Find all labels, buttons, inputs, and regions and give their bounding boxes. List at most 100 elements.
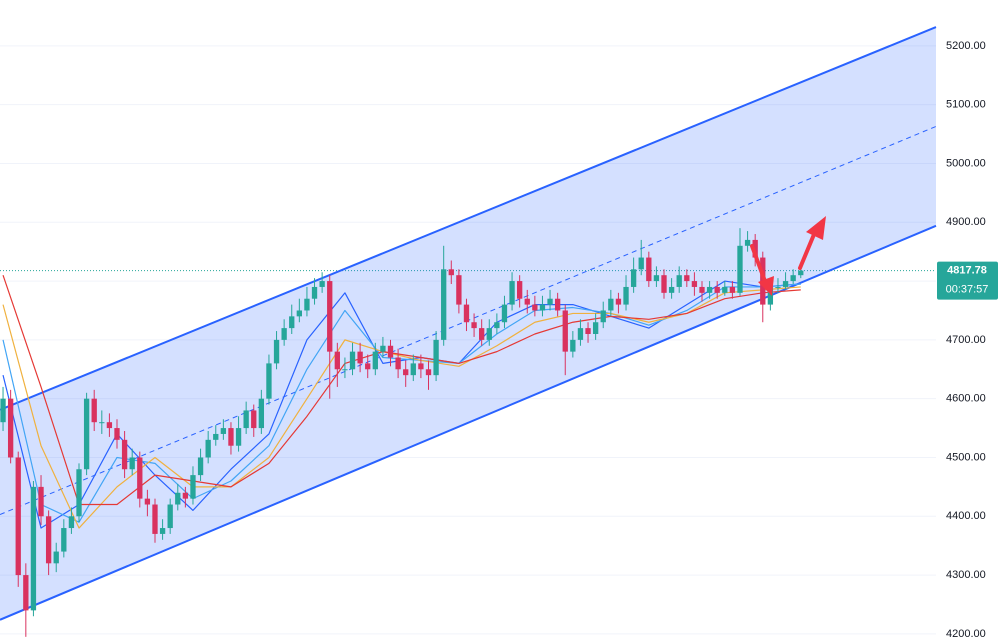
candle-body — [137, 457, 143, 499]
candle-body — [570, 339, 576, 352]
candle-body — [775, 286, 781, 288]
candle-body — [706, 286, 713, 293]
countdown-label: 00:37:57 — [946, 284, 989, 296]
candle-body — [273, 339, 280, 364]
candle-body — [494, 322, 500, 329]
candle-body — [767, 286, 774, 305]
arrow-down — [750, 244, 774, 296]
candle-body — [600, 310, 606, 323]
candle-body — [304, 298, 310, 311]
arrow-up — [798, 216, 826, 270]
candle-body — [258, 398, 265, 429]
candle-body — [585, 328, 591, 334]
y-tick-label: 4900.00 — [946, 216, 986, 228]
channel-fill — [0, 27, 936, 620]
candle-body — [729, 286, 736, 293]
candle-body — [91, 398, 97, 423]
candle-body — [251, 410, 257, 429]
candle-body — [197, 457, 204, 476]
candle-body — [159, 528, 166, 534]
candle-body — [577, 328, 584, 340]
candle-body — [23, 575, 29, 611]
candle-body — [592, 322, 599, 334]
candle-body — [334, 351, 340, 370]
candle-body — [387, 345, 394, 358]
candle-body — [175, 492, 181, 505]
y-tick-label: 4200.00 — [946, 628, 986, 638]
candle-body — [45, 516, 52, 564]
candle-body — [448, 269, 454, 276]
candle-body — [623, 286, 629, 305]
candle-body — [403, 369, 409, 376]
candle-body — [365, 363, 371, 370]
candle-body — [167, 504, 173, 529]
candle-body — [441, 269, 447, 340]
candle-body — [15, 457, 21, 576]
candle-body — [486, 328, 492, 340]
candle-body — [456, 275, 462, 305]
moving-average-line — [2, 274, 801, 506]
candle-body — [213, 433, 219, 440]
candle-body — [228, 428, 234, 446]
candle-body — [425, 369, 432, 376]
channel-upper — [0, 26, 937, 411]
candle-body — [76, 469, 82, 517]
candle-body — [661, 275, 667, 293]
candle-body — [7, 398, 14, 458]
candle-body — [539, 304, 546, 311]
candle-body — [30, 486, 37, 611]
candle-body — [266, 363, 272, 399]
candle-body — [357, 351, 363, 364]
candle-body — [342, 369, 348, 371]
moving-average-line — [2, 286, 801, 529]
candle-body — [638, 257, 644, 270]
y-tick-label: 5000.00 — [946, 157, 986, 169]
candle-body — [311, 286, 318, 299]
candle-body — [798, 270, 804, 276]
candle-body — [395, 357, 401, 370]
candle-body — [463, 304, 470, 323]
candle-body — [220, 428, 227, 434]
candle-body — [790, 275, 796, 282]
candle-body — [0, 398, 6, 423]
candle-body — [129, 457, 135, 470]
last-price-tag — [937, 261, 998, 300]
candle-body — [205, 439, 211, 458]
candle-body — [684, 275, 690, 282]
candle-body — [608, 298, 614, 311]
candle-body — [99, 422, 105, 424]
candle-body — [630, 269, 637, 287]
candle-body — [501, 304, 508, 323]
candle-body — [327, 281, 333, 352]
candle-body — [562, 310, 568, 352]
candle-body — [68, 516, 75, 529]
channel-layer — [0, 26, 937, 621]
candle-body — [714, 286, 720, 293]
moving-average-layer — [2, 274, 801, 529]
last-price-label: 4817.78 — [947, 265, 987, 277]
candle-body — [121, 439, 128, 470]
candle-body — [646, 257, 652, 282]
y-tick-label: 4500.00 — [946, 451, 986, 463]
candle-body — [410, 363, 416, 376]
candle-body — [547, 298, 553, 305]
candle-body — [349, 351, 356, 370]
candle-body — [691, 281, 698, 287]
y-tick-label: 5200.00 — [946, 40, 986, 52]
candle-body — [433, 339, 439, 376]
candle-body — [182, 492, 189, 499]
candle-body — [235, 428, 242, 446]
candle-body — [83, 398, 90, 470]
candle-body — [615, 298, 622, 305]
candle-body — [190, 475, 196, 499]
candle-body — [319, 281, 325, 287]
candle-body — [653, 275, 660, 282]
y-tick-label: 4400.00 — [946, 510, 986, 522]
candle-body — [737, 245, 743, 293]
candle-body — [524, 298, 530, 305]
candle-body — [106, 422, 113, 429]
candle-body — [509, 281, 515, 305]
candle-body — [281, 328, 287, 340]
candle-body — [517, 281, 523, 299]
